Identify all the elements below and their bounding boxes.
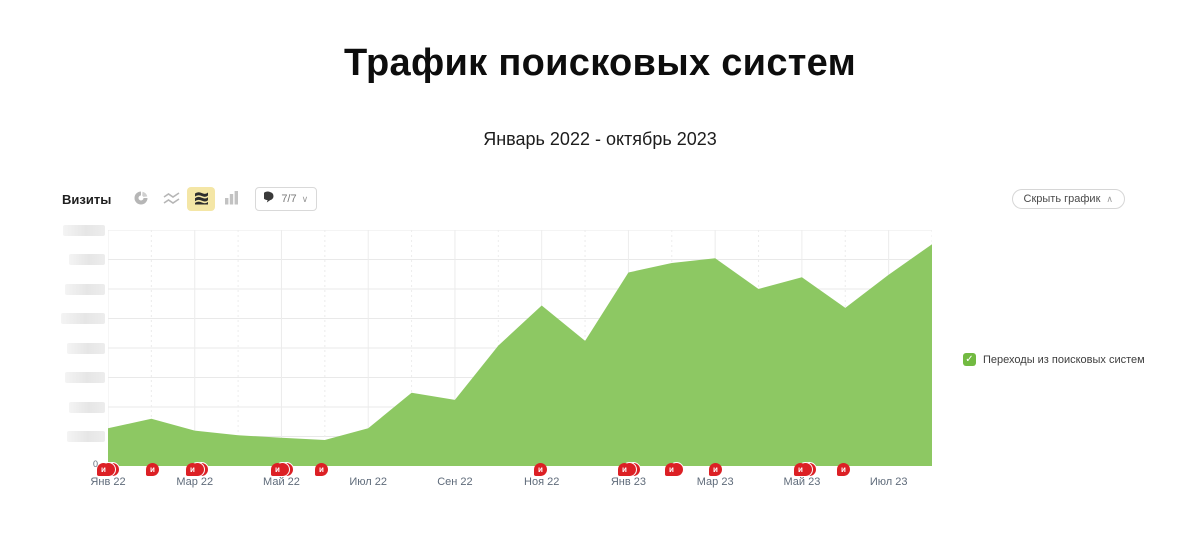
y-axis-label-redacted — [65, 372, 105, 383]
annotation-marker[interactable]: и — [534, 463, 547, 476]
x-axis-label: Янв 22 — [90, 476, 126, 488]
annotation-marker[interactable]: и — [794, 463, 816, 476]
annotation-marker[interactable]: и — [837, 463, 850, 476]
annotation-bubble-icon: и — [186, 463, 199, 476]
annotation-bubble-icon: и — [665, 463, 678, 476]
legend-label: Переходы из поисковых систем — [983, 353, 1145, 366]
pie-chart-icon — [133, 190, 149, 209]
y-axis-label-redacted — [69, 401, 105, 413]
x-axis-label: Янв 23 — [610, 476, 646, 488]
annotation-bubble-icon: и — [534, 463, 547, 476]
x-axis-label: Май 22 — [263, 476, 300, 488]
annotation-marker[interactable]: и — [709, 463, 722, 476]
annotations-count: 7/7 — [281, 193, 297, 205]
page-subtitle: Январь 2022 - октябрь 2023 — [483, 129, 717, 149]
legend-item-search-traffic[interactable]: ✓ Переходы из поисковых систем — [963, 353, 1145, 366]
hide-chart-label: Скрыть график — [1023, 193, 1101, 205]
stacked-area-chart-icon — [194, 190, 209, 208]
y-axis-zero-label: 0 — [93, 459, 99, 469]
annotation-bubble-icon: и — [271, 463, 284, 476]
y-axis-label-redacted — [67, 431, 105, 442]
legend-checkbox-icon[interactable]: ✓ — [963, 353, 976, 366]
stacked-area-chart-button[interactable] — [187, 187, 216, 211]
annotation-marker[interactable]: и — [186, 463, 208, 476]
x-axis-label: Ноя 22 — [524, 476, 560, 488]
x-axis-label: Сен 22 — [437, 476, 473, 488]
annotation-bubble-icon: и — [794, 463, 807, 476]
line-chart-icon — [163, 191, 180, 208]
annotations-dropdown[interactable]: 7/7 ∨ — [255, 187, 318, 211]
chart-toolbar: Визиты — [62, 186, 318, 212]
x-axis-label: Мар 22 — [176, 476, 214, 488]
bar-chart-icon — [224, 190, 239, 208]
annotation-marker[interactable]: и — [665, 463, 683, 476]
comment-icon — [262, 190, 276, 208]
page-title: Трафик поисковых систем — [343, 42, 857, 84]
annotation-bubble-icon: и — [315, 463, 328, 476]
chevron-down-icon: ∨ — [301, 193, 309, 204]
x-axis-label: Мар 23 — [696, 476, 734, 488]
annotation-bubble-icon: и — [146, 463, 159, 476]
annotation-bubble-icon: и — [97, 463, 110, 476]
hide-chart-button[interactable]: Скрыть график ∧ — [1011, 189, 1125, 209]
annotation-bubble-icon: и — [709, 463, 722, 476]
metric-label: Визиты — [62, 191, 112, 207]
annotation-bubble-icon: и — [618, 463, 631, 476]
annotation-marker[interactable]: и — [97, 463, 119, 476]
y-axis-label-redacted — [69, 254, 105, 265]
area-series[interactable] — [108, 244, 932, 466]
y-axis-label-redacted — [63, 224, 105, 236]
y-axis-label-redacted — [61, 313, 105, 324]
pie-chart-button[interactable] — [127, 187, 155, 211]
annotation-marker[interactable]: и — [618, 463, 640, 476]
annotation-bubble-icon: и — [837, 463, 850, 476]
annotation-marker[interactable]: и — [315, 463, 328, 476]
chevron-up-icon: ∧ — [1106, 193, 1113, 204]
line-chart-button[interactable] — [157, 187, 185, 211]
annotation-marker[interactable]: и — [146, 463, 159, 476]
x-axis-label: Май 23 — [783, 476, 821, 488]
y-axis-label-redacted — [67, 342, 105, 354]
y-axis-label-redacted — [65, 283, 105, 295]
x-axis-label: Июл 22 — [349, 476, 388, 488]
traffic-area-chart[interactable] — [108, 230, 932, 466]
bar-chart-button[interactable] — [217, 187, 245, 211]
y-axis-redacted-labels — [61, 224, 106, 466]
annotation-marker[interactable]: и — [271, 463, 293, 476]
x-axis-label: Июл 23 — [869, 476, 908, 488]
